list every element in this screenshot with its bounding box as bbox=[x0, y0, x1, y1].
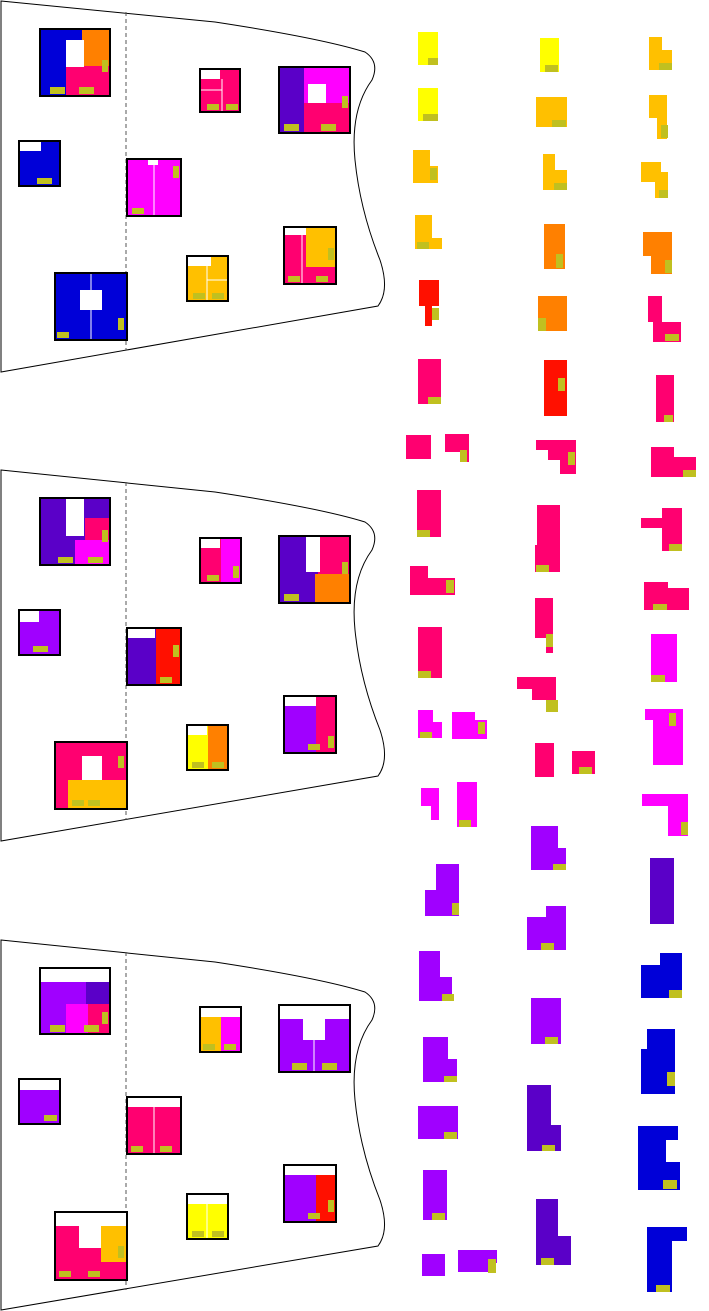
unit-tile[interactable] bbox=[417, 490, 441, 537]
room-a4[interactable] bbox=[18, 140, 61, 187]
room-c4[interactable] bbox=[18, 1078, 61, 1125]
unit-tile[interactable] bbox=[641, 162, 668, 198]
unit-tile[interactable] bbox=[535, 743, 554, 777]
room-c6[interactable] bbox=[186, 1193, 229, 1240]
unit-tile[interactable] bbox=[544, 224, 565, 269]
room-a7[interactable] bbox=[283, 226, 337, 285]
room-b7[interactable] bbox=[283, 695, 337, 754]
unit-tile[interactable] bbox=[527, 906, 566, 950]
unit-tile[interactable] bbox=[535, 598, 553, 653]
unit-tile[interactable] bbox=[544, 360, 567, 416]
room-a8[interactable] bbox=[54, 272, 128, 341]
unit-tile[interactable] bbox=[418, 1106, 458, 1139]
unit-column-1 bbox=[406, 32, 497, 1276]
unit-tile[interactable] bbox=[536, 440, 576, 474]
unit-tile[interactable] bbox=[517, 677, 558, 712]
unit-tile[interactable] bbox=[415, 215, 442, 249]
unit-tile[interactable] bbox=[418, 88, 438, 121]
unit-tile[interactable] bbox=[536, 97, 567, 127]
unit-tile[interactable] bbox=[413, 150, 438, 183]
unit-tile[interactable] bbox=[649, 95, 668, 139]
room-b3[interactable] bbox=[278, 535, 351, 604]
unit-tile[interactable] bbox=[419, 280, 439, 326]
unit-tile[interactable] bbox=[572, 751, 595, 774]
room-b6[interactable] bbox=[186, 724, 229, 771]
room-a1[interactable] bbox=[39, 28, 111, 97]
unit-tile[interactable] bbox=[527, 1085, 561, 1151]
unit-tile[interactable] bbox=[644, 582, 689, 610]
unit-tile[interactable] bbox=[445, 434, 469, 462]
unit-tile[interactable] bbox=[418, 32, 438, 65]
room-b1[interactable] bbox=[39, 497, 111, 566]
room-c1[interactable] bbox=[39, 967, 111, 1035]
unit-tile[interactable] bbox=[538, 296, 567, 331]
unit-tile[interactable] bbox=[645, 709, 683, 765]
unit-tile[interactable] bbox=[647, 1227, 687, 1292]
unit-tile[interactable] bbox=[418, 710, 442, 738]
unit-tile[interactable] bbox=[638, 1126, 680, 1190]
room-b8[interactable] bbox=[54, 741, 128, 810]
unit-tile[interactable] bbox=[641, 508, 682, 551]
unit-tile[interactable] bbox=[641, 953, 682, 998]
room-a3[interactable] bbox=[278, 66, 351, 134]
room-b2[interactable] bbox=[199, 537, 242, 584]
unit-tile[interactable] bbox=[651, 447, 696, 477]
unit-tile[interactable] bbox=[422, 1254, 445, 1276]
unit-tile[interactable] bbox=[643, 232, 672, 274]
floor-plan-bottom bbox=[0, 939, 385, 1311]
floor-plan-top bbox=[0, 0, 385, 373]
unit-tile[interactable] bbox=[648, 296, 681, 342]
unit-tile[interactable] bbox=[425, 864, 459, 916]
room-a5[interactable] bbox=[126, 158, 182, 217]
room-b5[interactable] bbox=[126, 627, 182, 686]
unit-tile[interactable] bbox=[410, 566, 455, 595]
unit-tile[interactable] bbox=[452, 712, 487, 739]
unit-tile[interactable] bbox=[419, 951, 454, 1001]
unit-tile[interactable] bbox=[656, 375, 674, 422]
unit-tile[interactable] bbox=[457, 782, 477, 827]
unit-tile[interactable] bbox=[650, 858, 674, 924]
unit-tile[interactable] bbox=[642, 794, 688, 836]
unit-tile[interactable] bbox=[458, 1250, 497, 1273]
unit-tile[interactable] bbox=[540, 38, 559, 72]
unit-tile[interactable] bbox=[423, 1037, 457, 1082]
room-c2[interactable] bbox=[199, 1006, 242, 1053]
unit-column-3 bbox=[638, 37, 696, 1292]
unit-tile[interactable] bbox=[421, 788, 439, 820]
room-a2[interactable] bbox=[199, 68, 241, 113]
unit-tile[interactable] bbox=[418, 627, 442, 678]
unit-catalogue bbox=[406, 32, 696, 1292]
room-c5[interactable] bbox=[126, 1096, 182, 1155]
room-b4[interactable] bbox=[18, 609, 61, 656]
floor-plan-middle bbox=[0, 469, 385, 842]
unit-tile[interactable] bbox=[651, 634, 677, 682]
unit-tile[interactable] bbox=[406, 435, 431, 459]
unit-tile[interactable] bbox=[641, 1029, 675, 1094]
unit-tile[interactable] bbox=[423, 1170, 447, 1220]
unit-tile[interactable] bbox=[531, 826, 566, 870]
room-c3[interactable] bbox=[278, 1004, 351, 1073]
unit-tile[interactable] bbox=[418, 359, 441, 404]
unit-column-2 bbox=[517, 38, 595, 1265]
unit-tile[interactable] bbox=[543, 154, 567, 190]
room-a6[interactable] bbox=[186, 255, 229, 302]
unit-tile[interactable] bbox=[535, 505, 560, 572]
unit-tile[interactable] bbox=[649, 37, 672, 70]
unit-tile[interactable] bbox=[536, 1199, 571, 1265]
room-c8[interactable] bbox=[54, 1211, 128, 1281]
room-c7[interactable] bbox=[283, 1164, 337, 1223]
unit-tile[interactable] bbox=[531, 998, 561, 1044]
